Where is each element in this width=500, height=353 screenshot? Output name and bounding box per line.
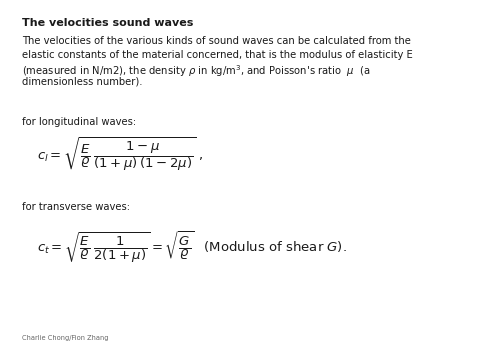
Text: for longitudinal waves:: for longitudinal waves: [22, 117, 136, 127]
Text: (measured in N/m2), the density $\rho$ in kg/m$^3$, and Poisson's ratio  $\mu$  : (measured in N/m2), the density $\rho$ i… [22, 63, 370, 79]
Text: $c_l = \sqrt{\dfrac{E}{\varrho}\;\dfrac{1-\mu}{(1+\mu)\,(1-2\mu)}}\;,$: $c_l = \sqrt{\dfrac{E}{\varrho}\;\dfrac{… [37, 136, 203, 174]
Text: The velocities of the various kinds of sound waves can be calculated from the: The velocities of the various kinds of s… [22, 36, 411, 46]
Text: elastic constants of the material concerned, that is the modulus of elasticity E: elastic constants of the material concer… [22, 49, 413, 60]
Text: Charlie Chong/Fion Zhang: Charlie Chong/Fion Zhang [22, 335, 108, 341]
Text: The velocities sound waves: The velocities sound waves [22, 18, 194, 28]
Text: dimensionless number).: dimensionless number). [22, 77, 142, 86]
Text: $c_t = \sqrt{\dfrac{E}{\varrho}\;\dfrac{1}{2(1+\mu)}} = \sqrt{\dfrac{G}{\varrho}: $c_t = \sqrt{\dfrac{E}{\varrho}\;\dfrac{… [37, 230, 347, 266]
Text: for transverse waves:: for transverse waves: [22, 202, 130, 212]
